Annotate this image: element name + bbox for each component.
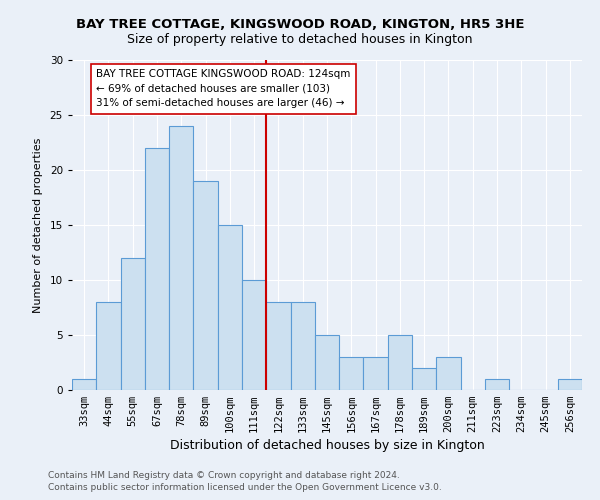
Text: BAY TREE COTTAGE, KINGSWOOD ROAD, KINGTON, HR5 3HE: BAY TREE COTTAGE, KINGSWOOD ROAD, KINGTO…	[76, 18, 524, 30]
Bar	[388, 335, 412, 390]
Text: Contains public sector information licensed under the Open Government Licence v3: Contains public sector information licen…	[48, 484, 442, 492]
Bar	[242, 280, 266, 390]
Bar	[145, 148, 169, 390]
Bar	[558, 379, 582, 390]
Bar	[412, 368, 436, 390]
Bar	[193, 181, 218, 390]
Bar	[290, 302, 315, 390]
Bar	[266, 302, 290, 390]
X-axis label: Distribution of detached houses by size in Kington: Distribution of detached houses by size …	[170, 440, 484, 452]
Bar	[485, 379, 509, 390]
Y-axis label: Number of detached properties: Number of detached properties	[33, 138, 43, 312]
Text: BAY TREE COTTAGE KINGSWOOD ROAD: 124sqm
← 69% of detached houses are smaller (10: BAY TREE COTTAGE KINGSWOOD ROAD: 124sqm …	[96, 69, 350, 108]
Text: Size of property relative to detached houses in Kington: Size of property relative to detached ho…	[127, 32, 473, 46]
Bar	[436, 357, 461, 390]
Bar	[121, 258, 145, 390]
Bar	[364, 357, 388, 390]
Text: Contains HM Land Registry data © Crown copyright and database right 2024.: Contains HM Land Registry data © Crown c…	[48, 471, 400, 480]
Bar	[72, 379, 96, 390]
Bar	[96, 302, 121, 390]
Bar	[315, 335, 339, 390]
Bar	[339, 357, 364, 390]
Bar	[218, 225, 242, 390]
Bar	[169, 126, 193, 390]
